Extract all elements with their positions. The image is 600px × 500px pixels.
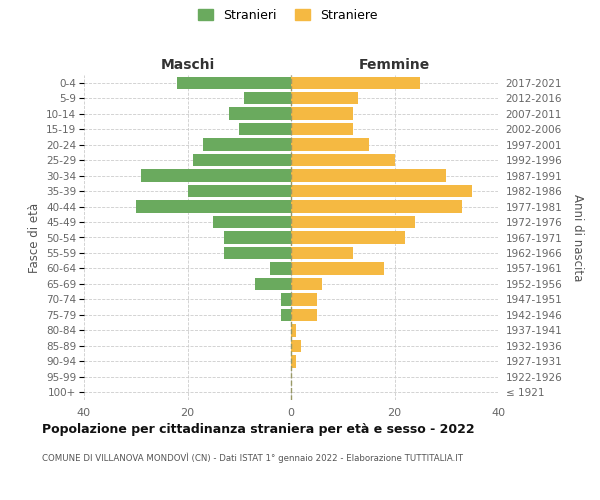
Bar: [291, 108, 353, 120]
Bar: [291, 185, 472, 198]
Bar: [291, 308, 317, 321]
Bar: [193, 154, 291, 166]
Legend: Stranieri, Straniere: Stranieri, Straniere: [198, 8, 378, 22]
Y-axis label: Fasce di età: Fasce di età: [28, 202, 41, 272]
Bar: [291, 200, 462, 212]
Bar: [271, 262, 291, 274]
Bar: [244, 92, 291, 104]
Bar: [291, 247, 353, 259]
Bar: [255, 278, 291, 290]
Bar: [291, 76, 421, 89]
Bar: [203, 138, 291, 151]
Bar: [214, 216, 291, 228]
Bar: [141, 170, 291, 182]
Bar: [136, 200, 291, 212]
Bar: [291, 170, 446, 182]
Y-axis label: Anni di nascita: Anni di nascita: [571, 194, 584, 281]
Text: Popolazione per cittadinanza straniera per età e sesso - 2022: Popolazione per cittadinanza straniera p…: [42, 422, 475, 436]
Bar: [291, 138, 368, 151]
Bar: [281, 293, 291, 306]
Bar: [291, 355, 296, 368]
Bar: [229, 108, 291, 120]
Text: Femmine: Femmine: [359, 58, 430, 72]
Bar: [291, 324, 296, 336]
Bar: [177, 76, 291, 89]
Bar: [291, 278, 322, 290]
Bar: [291, 262, 384, 274]
Text: Maschi: Maschi: [160, 58, 215, 72]
Bar: [291, 340, 301, 352]
Bar: [187, 185, 291, 198]
Bar: [281, 308, 291, 321]
Bar: [239, 123, 291, 136]
Bar: [224, 232, 291, 243]
Bar: [291, 216, 415, 228]
Bar: [291, 232, 405, 243]
Bar: [224, 247, 291, 259]
Text: COMUNE DI VILLANOVA MONDOVÌ (CN) - Dati ISTAT 1° gennaio 2022 - Elaborazione TUT: COMUNE DI VILLANOVA MONDOVÌ (CN) - Dati …: [42, 452, 463, 463]
Bar: [291, 92, 358, 104]
Bar: [291, 123, 353, 136]
Bar: [291, 154, 395, 166]
Bar: [291, 293, 317, 306]
